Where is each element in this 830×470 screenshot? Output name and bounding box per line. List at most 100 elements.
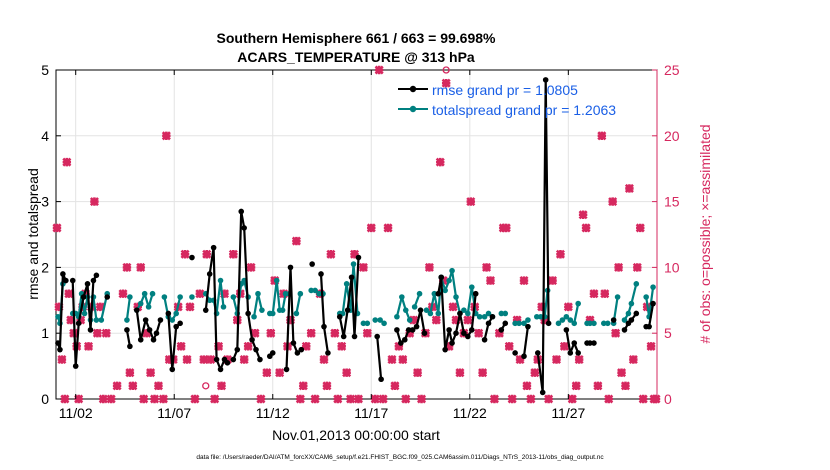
obs-assimilated-marker: [182, 355, 192, 365]
obs-assimilated-marker: [485, 276, 496, 286]
obs-assimilated-marker: [366, 223, 376, 233]
obs-assimilated-marker: [417, 394, 427, 404]
spread-point: [364, 320, 371, 327]
obs-assimilated-marker: [306, 328, 316, 338]
rmse-point: [628, 317, 635, 323]
rmse-point: [298, 346, 305, 353]
spread-point: [169, 317, 176, 323]
spread-point: [343, 281, 350, 287]
obs-assimilated-marker: [228, 249, 238, 259]
obs-assimilated-marker: [98, 394, 108, 404]
spread-point: [446, 277, 452, 284]
spread-point: [465, 310, 471, 317]
spread-point: [316, 290, 322, 297]
spread-point: [461, 307, 467, 313]
rmse-point: [321, 323, 327, 330]
obs-assimilated-marker: [608, 197, 618, 207]
obs-assimilated-marker: [136, 262, 146, 272]
obs-assimilated-marker: [74, 394, 84, 404]
spread-point: [571, 320, 578, 327]
spread-point: [93, 317, 100, 323]
obs-assimilated-marker: [482, 262, 492, 272]
rmse-point: [409, 327, 416, 333]
y-left-tick-label: 2: [41, 259, 49, 275]
rmse-point: [348, 274, 355, 281]
obs-assimilated-marker: [494, 328, 504, 338]
spread-point: [442, 287, 448, 294]
rmse-point: [124, 327, 130, 333]
obs-assimilated-marker: [551, 355, 562, 365]
spread-point: [220, 304, 227, 310]
rmse-point: [502, 320, 509, 327]
obs-assimilated-marker: [448, 302, 458, 312]
y-right-tick-label: 10: [664, 259, 680, 275]
spread-point: [217, 277, 224, 284]
rmse-point: [210, 244, 217, 251]
spread-point: [145, 304, 152, 310]
obs-assimilated-marker: [62, 157, 72, 167]
obs-assimilated-marker: [275, 368, 285, 378]
spread-point: [468, 284, 475, 290]
obs-assimilated-marker: [530, 368, 540, 378]
rmse-point: [336, 313, 343, 320]
spread-point: [297, 290, 304, 297]
chart-subtitle: ACARS_TEMPERATURE @ 313 hPa: [237, 49, 475, 65]
obs-assimilated-marker: [370, 394, 380, 404]
spread-point: [502, 310, 509, 317]
rmse-point: [534, 350, 541, 356]
rmse-point: [521, 353, 527, 360]
obs-assimilated-marker: [319, 355, 329, 365]
obs-assimilated-marker: [256, 394, 266, 404]
obs-assimilated-marker: [409, 315, 419, 325]
rmse-point: [283, 366, 290, 373]
legend-spread-marker: [409, 105, 417, 113]
obs-assimilated-marker: [628, 355, 638, 365]
spread-point: [476, 313, 483, 320]
obs-assimilated-marker: [291, 236, 301, 246]
spread-point: [377, 317, 383, 323]
spread-point: [567, 317, 574, 323]
rmse-point: [80, 294, 87, 300]
rmse-point: [563, 327, 570, 333]
obs-assimilated-marker: [266, 328, 276, 338]
rmse-point: [55, 340, 61, 346]
obs-possible-marker: [442, 66, 450, 74]
obs-assimilated-marker: [374, 65, 384, 75]
obs-assimilated-marker: [161, 131, 171, 141]
obs-assimilated-marker: [540, 315, 550, 325]
rmse-point: [217, 366, 224, 373]
obs-assimilated-marker: [455, 368, 465, 378]
obs-assimilated-marker: [125, 368, 135, 378]
rmse-line: [71, 274, 98, 368]
spread-point: [435, 310, 442, 317]
obs-assimilated-marker: [246, 262, 256, 272]
rmse-point: [591, 340, 597, 346]
obs-assimilated-marker: [358, 262, 368, 272]
obs-assimilated-marker: [501, 223, 511, 233]
x-tick-label: 11/17: [354, 405, 388, 421]
obs-assimilated-marker: [195, 289, 205, 299]
rmse-point: [525, 323, 531, 330]
chart-title: Southern Hemisphere 661 / 663 = 99.698%: [217, 30, 497, 46]
obs-assimilated-marker: [89, 197, 99, 207]
obs-assimilated-marker: [431, 315, 441, 325]
rmse-point: [146, 327, 153, 333]
obs-assimilated-marker: [322, 381, 332, 391]
rmse-point: [269, 350, 276, 356]
rmse-line: [522, 326, 529, 357]
obs-possible-marker: [202, 382, 210, 390]
obs-assimilated-marker: [593, 381, 603, 391]
rmse-point: [646, 323, 652, 330]
rmse-point: [481, 336, 488, 343]
rmse-point: [472, 290, 479, 297]
spread-point: [563, 313, 570, 320]
legend-rmse-label: rmse grand pr = 1.0805: [432, 82, 578, 98]
obs-assimilated-marker: [153, 381, 163, 391]
obs-assimilated-marker: [122, 262, 132, 272]
rmse-point: [325, 350, 331, 356]
obs-assimilated-marker: [362, 328, 372, 338]
rmse-point: [69, 277, 76, 284]
spread-point: [416, 290, 423, 297]
rmse-point: [435, 290, 442, 297]
